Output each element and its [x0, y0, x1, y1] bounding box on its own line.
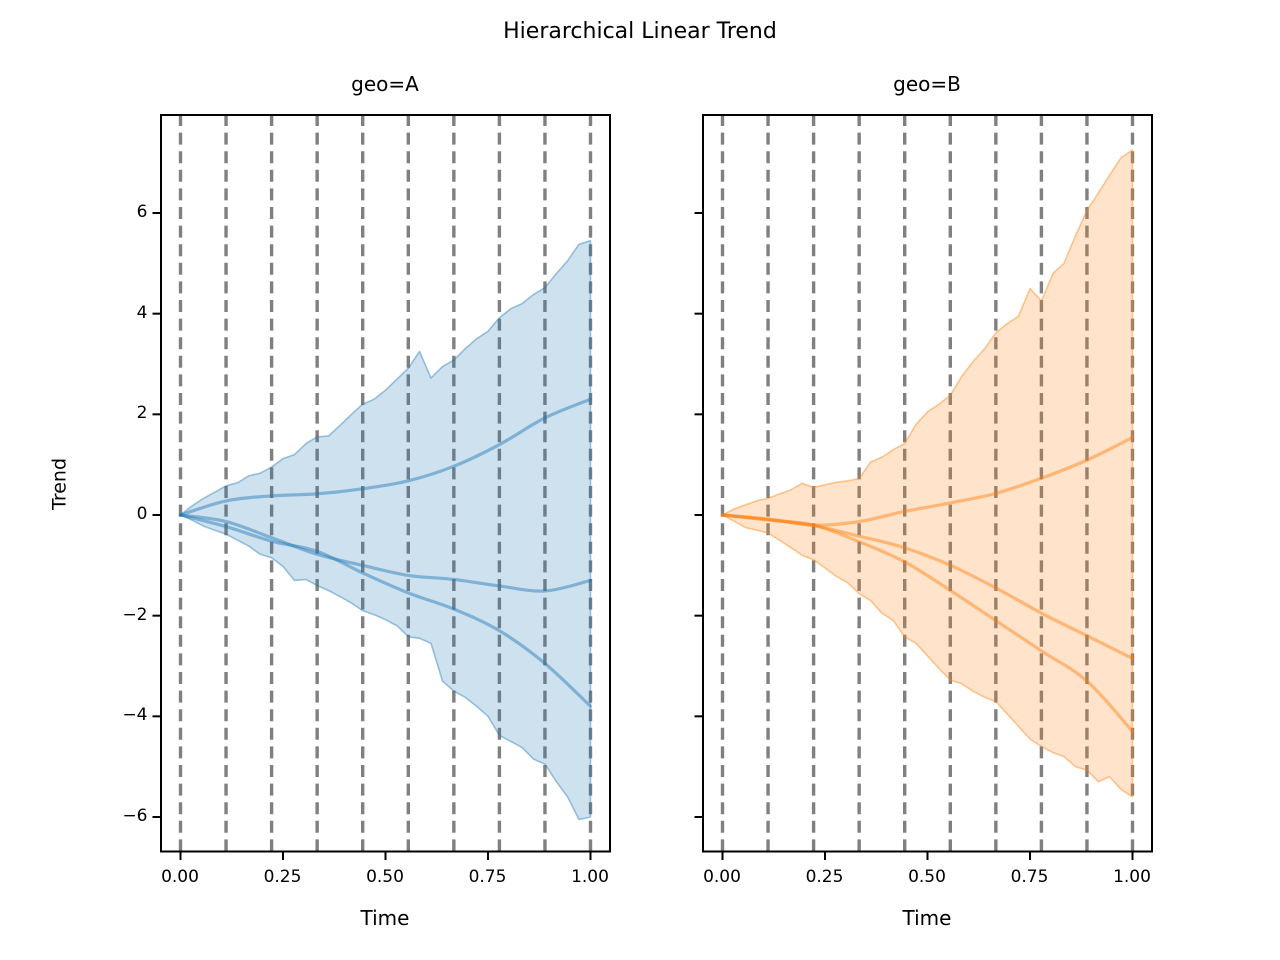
y-tick-label: −2	[122, 604, 148, 625]
x-tick-label: 0.25	[805, 867, 844, 887]
y-tick-label: 2	[136, 403, 148, 424]
y-axis-label: Trend	[48, 458, 71, 510]
subplot-title-geo-a: geo=A	[351, 72, 419, 96]
x-axis-label-geo-b: Time	[902, 906, 952, 930]
x-tick-label: 0.50	[366, 867, 404, 887]
y-tick-label: −6	[122, 805, 148, 826]
x-tick-label: 0.75	[1010, 867, 1049, 887]
y-tick-label: 6	[136, 202, 148, 222]
trend-line-posterior-draw-3	[178, 513, 592, 708]
trend-line-posterior-draw-2	[178, 513, 592, 593]
x-tick-label: 1.00	[571, 867, 609, 887]
axes-geo-b	[694, 114, 1153, 860]
subplot-title-geo-b: geo=B	[893, 72, 961, 96]
axes-geo-a	[152, 114, 611, 860]
y-tick-label: −4	[122, 705, 148, 726]
trend-line-posterior-draw-1	[178, 397, 592, 517]
y-tick-label: 0	[136, 504, 148, 524]
x-axis-label-geo-a: Time	[360, 906, 410, 930]
axes-spines	[159, 114, 611, 853]
x-tick-label: 0.00	[161, 867, 199, 887]
x-tick-label: 0.75	[468, 867, 507, 887]
trend-line-posterior-draw-1	[720, 435, 1134, 527]
x-tick-label: 0.50	[908, 867, 946, 887]
x-tick-label: 1.00	[1113, 867, 1151, 887]
x-tick-label: 0.00	[703, 867, 741, 887]
x-tick-label: 0.25	[263, 867, 302, 887]
figure-title: Hierarchical Linear Trend	[503, 19, 777, 44]
axes-spines	[701, 114, 1153, 853]
uncertainty-band	[721, 149, 1133, 798]
trend-line-posterior-draw-3	[720, 513, 1134, 734]
uncertainty-band	[179, 239, 591, 821]
y-tick-label: 4	[136, 302, 148, 323]
trend-line-posterior-draw-2	[720, 513, 1134, 661]
